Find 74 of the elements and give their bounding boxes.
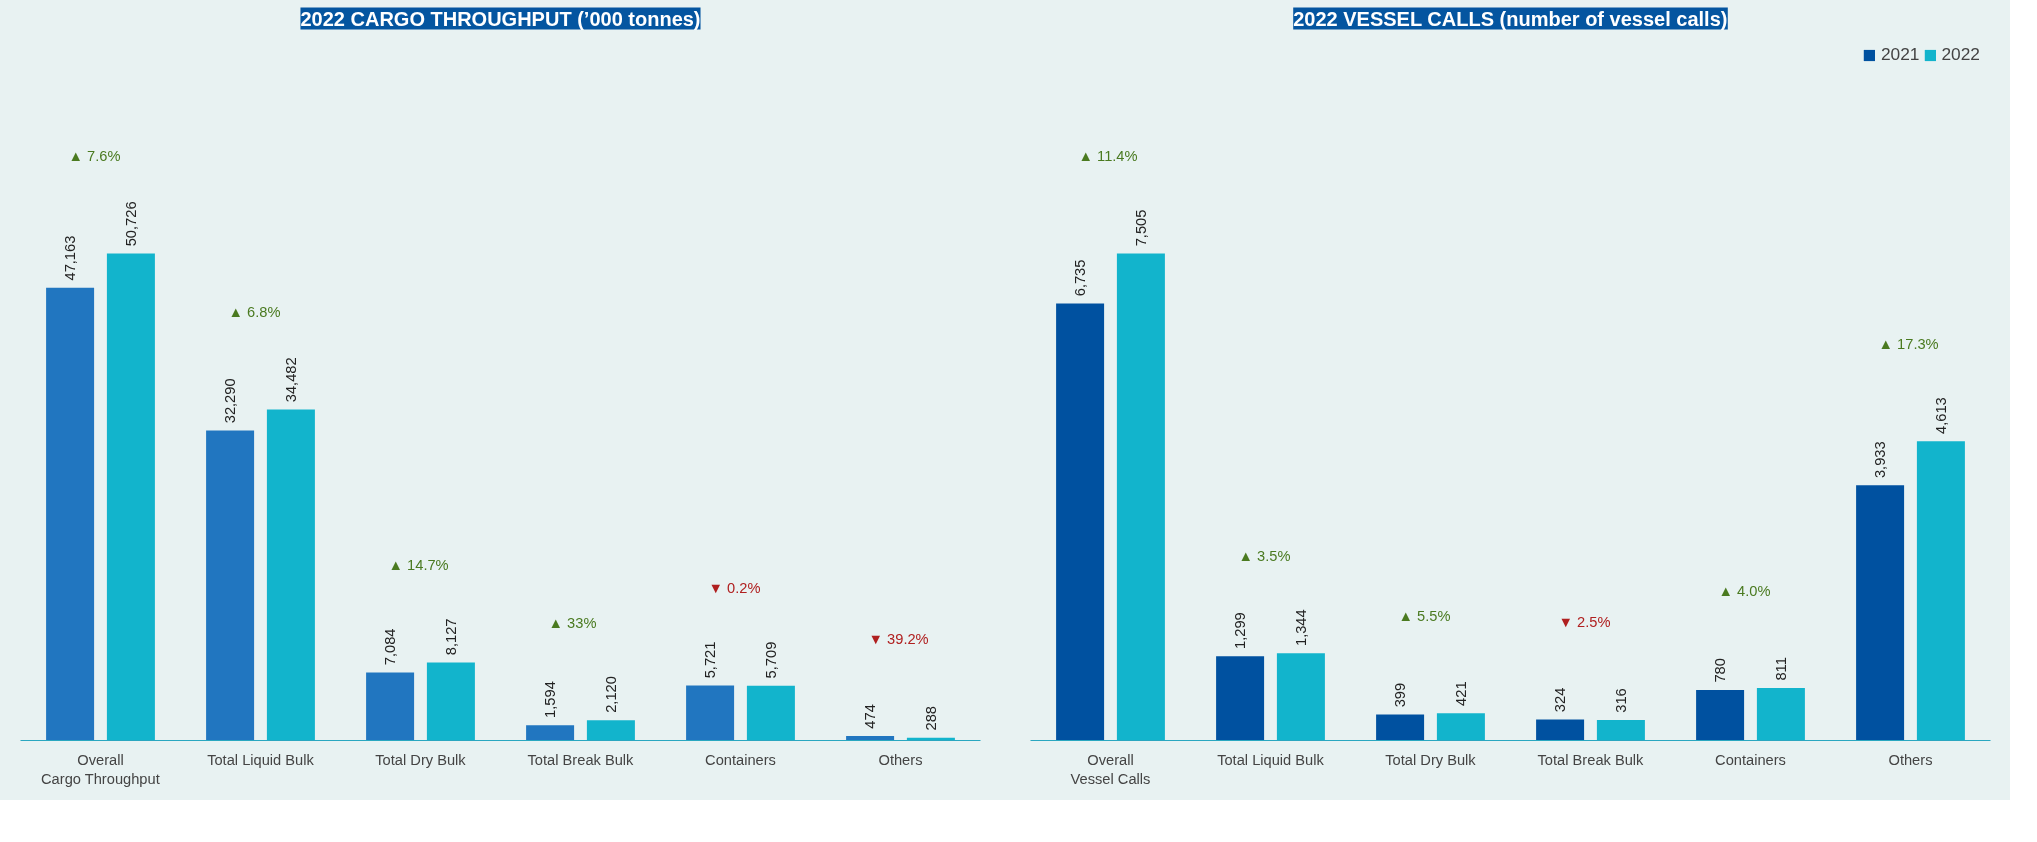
- bar: [266, 409, 315, 741]
- data-label: 1,594: [542, 681, 559, 718]
- x-tick-label: Total Dry Bulk: [375, 751, 467, 768]
- bar: [206, 430, 255, 741]
- data-label: 6,735: [1072, 259, 1089, 297]
- data-label: 324: [1552, 687, 1569, 713]
- data-label: 7,084: [382, 628, 399, 666]
- x-tick-label: Others: [1888, 751, 1933, 768]
- data-label: 47,163: [62, 235, 79, 281]
- bar: [1056, 303, 1105, 741]
- data-label: 2,120: [602, 676, 619, 713]
- data-label: 421: [1452, 681, 1469, 706]
- data-label: 3,933: [1872, 441, 1889, 479]
- bar: [586, 720, 635, 741]
- text: ▲ 11.4%: [1078, 148, 1138, 165]
- bar: [686, 685, 735, 741]
- annotation: ▲ 4.0%: [1718, 582, 1771, 599]
- bar: [1696, 689, 1745, 741]
- chart-title: 2022 CARGO THROUGHPUT (’000 tonnes): [300, 7, 701, 30]
- data-label: 4,613: [1932, 397, 1949, 434]
- annotation: ▲ 14.7%: [388, 557, 449, 574]
- data-label: 288: [922, 705, 939, 731]
- bar: [1116, 253, 1165, 741]
- x-tick-label: Containers: [705, 751, 776, 768]
- data-label: 811: [1772, 657, 1789, 681]
- data-label: 32,290: [222, 378, 239, 424]
- bar: [426, 662, 475, 741]
- x-tick-label: Overall Cargo Throughput: [41, 751, 160, 787]
- annotation: ▲ 3.5%: [1238, 547, 1291, 564]
- text: ▲ 7.6%: [68, 148, 121, 165]
- annotation: ▼ 2.5%: [1558, 614, 1611, 631]
- legend-label: 2022: [1941, 44, 1980, 65]
- x-tick-label: Total Break Bulk: [527, 751, 635, 768]
- data-label: 474: [862, 704, 879, 729]
- data-label: 5,721: [702, 641, 719, 679]
- bar: [106, 253, 155, 741]
- bar: [1856, 485, 1905, 741]
- x-tick-label: Total Liquid Bulk: [1217, 751, 1325, 768]
- bar: [1376, 714, 1425, 741]
- bar: [366, 672, 415, 741]
- legend-label: 2021: [1880, 44, 1920, 65]
- x-tick-label: Total Liquid Bulk: [207, 751, 315, 768]
- bar: [1756, 687, 1805, 741]
- data-label: 780: [1712, 658, 1729, 683]
- x-tick-label: Containers: [1715, 751, 1786, 768]
- bar: [1916, 441, 1965, 741]
- annotation: ▲ 33%: [548, 614, 597, 631]
- x-tick-label: Total Dry Bulk: [1385, 751, 1477, 768]
- data-label: 34,482: [282, 357, 299, 403]
- data-label: 1,344: [1292, 609, 1309, 646]
- annotation: ▲ 5.5%: [1398, 607, 1451, 624]
- bar: [1436, 713, 1485, 741]
- annotation: ▼ 0.2%: [708, 580, 761, 597]
- data-label: 7,505: [1132, 209, 1149, 247]
- data-label: 316: [1612, 688, 1629, 713]
- annotation: ▼ 39.2%: [868, 630, 929, 647]
- data-label: 8,127: [442, 618, 459, 656]
- bar: [1536, 719, 1585, 741]
- bar: [46, 287, 95, 741]
- annotation: ▲ 6.8%: [228, 304, 281, 321]
- x-tick-label: Overall Vessel Calls: [1070, 751, 1151, 787]
- bar: [1216, 656, 1265, 741]
- bar: [746, 685, 795, 741]
- x-tick-label: Others: [878, 751, 923, 768]
- x-tick-label: Total Break Bulk: [1537, 751, 1645, 768]
- bar: [1596, 720, 1645, 741]
- data-label: 1,299: [1232, 612, 1249, 649]
- data-label: 50,726: [122, 201, 139, 247]
- data-label: 399: [1392, 682, 1409, 708]
- annotation: ▲ 17.3%: [1878, 335, 1939, 352]
- bar: [1276, 653, 1325, 741]
- bar: [526, 725, 575, 741]
- data-label: 5,709: [762, 641, 779, 679]
- chart-title: 2022 VESSEL CALLS (number of vessel calls): [1293, 7, 1728, 30]
